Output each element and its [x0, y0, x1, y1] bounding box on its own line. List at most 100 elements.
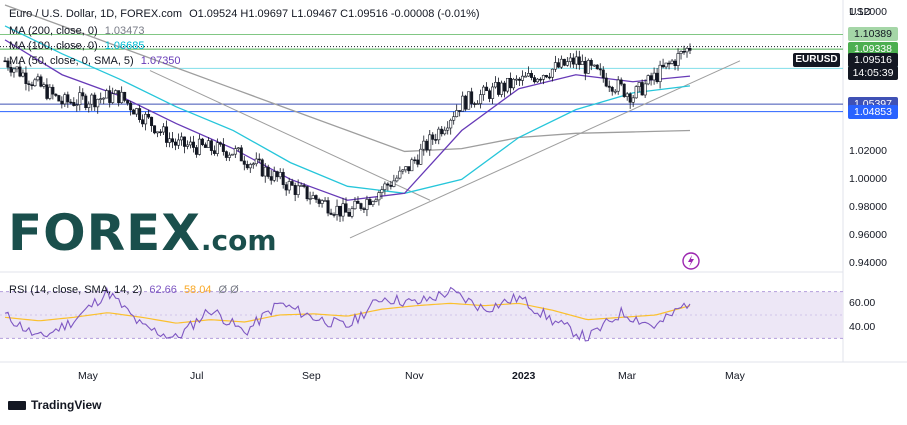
candle [150, 116, 154, 127]
candle [191, 141, 195, 148]
ma-line-1 [4, 4, 691, 153]
candle [637, 82, 641, 87]
candle [550, 68, 554, 78]
candle [317, 199, 321, 204]
candle [206, 140, 210, 148]
candle [179, 136, 183, 141]
rsi-value: 62.66 [149, 284, 177, 296]
level-tag: 1.10389 [848, 27, 898, 42]
ma200-value: 1.03473 [104, 25, 145, 37]
rsi-label: RSI (14, close, SMA, 14, 2) [9, 284, 143, 296]
candle [287, 181, 291, 191]
ma200-legend[interactable]: MA (200, close, 0) 1.03473 [9, 25, 148, 38]
candle [117, 90, 121, 104]
candle [6, 60, 10, 68]
rsi-sma-line [4, 302, 691, 324]
candle [135, 108, 139, 115]
candle [565, 61, 569, 66]
candle [248, 164, 252, 169]
candle [610, 87, 614, 92]
candle [413, 159, 417, 162]
candle [517, 78, 521, 81]
candle [66, 94, 70, 103]
candle [332, 214, 336, 216]
candle [383, 183, 387, 190]
forex-logo: FOREX.com [8, 205, 277, 269]
time-tick-label: Sep [302, 370, 321, 382]
candle [523, 75, 527, 78]
time-tick-label: Nov [405, 370, 424, 382]
candle [305, 186, 309, 200]
candle [631, 97, 635, 103]
candle [443, 129, 447, 135]
candle [526, 73, 530, 77]
ma100-legend[interactable]: MA (100, close, 0) 1.06685 [9, 40, 148, 53]
rsi-legend[interactable]: RSI (14, close, SMA, 14, 2) 62.66 58.04 … [9, 284, 243, 297]
candle [174, 141, 178, 146]
candle [63, 94, 67, 105]
candle [589, 60, 593, 66]
candle [485, 86, 489, 92]
candle [458, 110, 462, 112]
candle [338, 205, 342, 217]
candle [272, 171, 276, 181]
candle [670, 60, 674, 64]
candle [559, 58, 563, 68]
candle [200, 138, 204, 146]
candle [87, 103, 91, 109]
candle [153, 125, 157, 134]
candle [215, 142, 219, 154]
candle [114, 90, 118, 95]
candle [227, 154, 231, 158]
candle [652, 72, 656, 81]
candle [371, 201, 375, 205]
rsi-tick-label: 60.00 [849, 297, 876, 310]
candle [520, 75, 524, 81]
candle [182, 136, 186, 147]
candle [365, 199, 369, 210]
candle [688, 47, 692, 51]
candle [392, 180, 396, 187]
candle [673, 60, 677, 66]
candle [144, 113, 148, 125]
candle [434, 139, 438, 141]
price-tick-label: 1.02000 [849, 145, 887, 158]
price-tick-label: 1.00000 [849, 173, 887, 186]
candle [535, 78, 539, 83]
level-tag: 1.04853 [848, 104, 898, 119]
candle [329, 212, 333, 215]
candle [616, 79, 620, 92]
candle [281, 172, 285, 185]
candle [437, 128, 441, 141]
candle [488, 90, 492, 99]
candle [242, 160, 246, 165]
candle [509, 77, 513, 89]
candle [622, 83, 626, 97]
candle [592, 64, 596, 67]
ma100-label: MA (100, close, 0) [9, 40, 98, 52]
candle [132, 109, 136, 115]
candle [323, 200, 327, 202]
candle [224, 151, 228, 158]
candle [12, 68, 16, 73]
candle [39, 76, 43, 87]
rsi-line [4, 286, 691, 342]
tradingview-brand[interactable]: TradingView [8, 398, 101, 412]
candle [583, 61, 587, 74]
candle [129, 102, 133, 111]
candle [93, 94, 97, 108]
rsi-extra: Ø Ø [218, 284, 239, 296]
time-tick-label: Mar [618, 370, 637, 382]
candle [185, 144, 189, 147]
candle [147, 113, 151, 118]
candle [547, 76, 551, 79]
candle [506, 77, 510, 92]
candle [347, 212, 351, 217]
candle [401, 169, 405, 172]
ma50-legend[interactable]: MA (50, close, 0, SMA, 5) 1.07350 [9, 55, 185, 68]
price-tick-label: 0.96000 [849, 229, 887, 242]
candle [96, 98, 100, 108]
candle [664, 62, 668, 68]
candle [165, 126, 169, 143]
